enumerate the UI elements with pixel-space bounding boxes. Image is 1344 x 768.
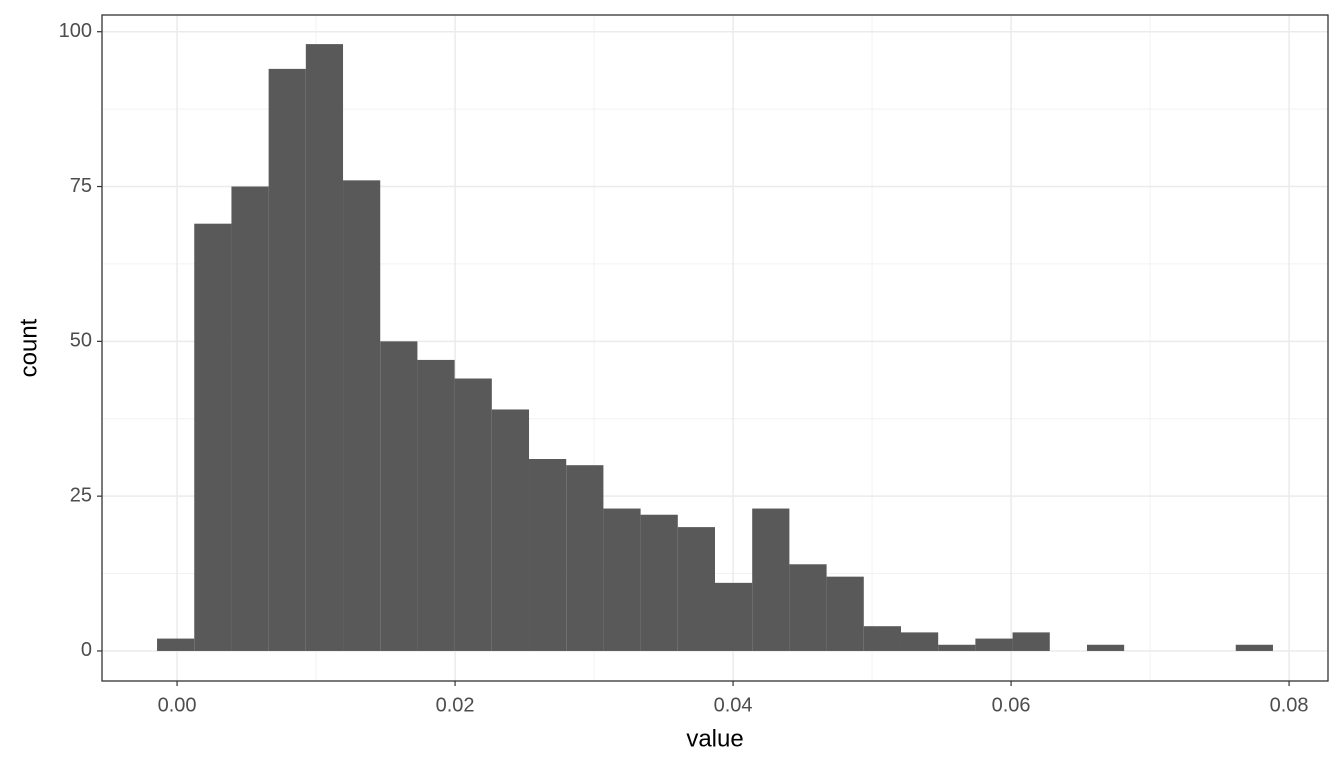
histogram-bar (231, 186, 269, 651)
y-tick-label: 100 (59, 20, 92, 42)
x-tick-label: 0.06 (992, 694, 1031, 716)
histogram-bar (1012, 632, 1050, 651)
y-axis-title: count (15, 318, 42, 377)
histogram-bar (975, 638, 1013, 651)
panel-border (101, 14, 1329, 682)
histogram-bar (603, 508, 641, 651)
histogram-bar (194, 223, 232, 651)
histogram-bar (863, 626, 901, 651)
histogram-bar (1086, 644, 1125, 651)
histogram-bar (491, 409, 530, 651)
histogram-bar (938, 644, 976, 651)
histogram-bar (305, 44, 344, 651)
histogram-bar (268, 68, 306, 651)
histogram-bar (826, 576, 864, 651)
x-tick-label: 0.04 (714, 694, 753, 716)
histogram-bar (454, 378, 492, 651)
histogram-bar (157, 638, 195, 651)
y-tick-label: 0 (81, 639, 92, 661)
histogram-bar (789, 564, 827, 651)
y-tick-label: 25 (70, 484, 92, 506)
histogram-bar (380, 341, 418, 651)
x-tick-label: 0.08 (1270, 694, 1309, 716)
x-axis-title: value (686, 725, 743, 752)
histogram-bar (1235, 644, 1273, 651)
y-tick-label: 50 (70, 330, 92, 352)
histogram-bar (752, 508, 790, 651)
histogram-bar (640, 514, 678, 651)
histogram-bar (529, 459, 567, 651)
histogram-bar (677, 527, 715, 651)
histogram-bar (715, 582, 753, 651)
histogram-bar (343, 180, 381, 651)
x-tick-label: 0.00 (158, 694, 197, 716)
x-tick-label: 0.02 (436, 694, 475, 716)
histogram-bar (900, 632, 939, 651)
y-tick-label: 75 (70, 175, 92, 197)
histogram-bar (417, 359, 455, 651)
histogram-bar (566, 465, 604, 651)
